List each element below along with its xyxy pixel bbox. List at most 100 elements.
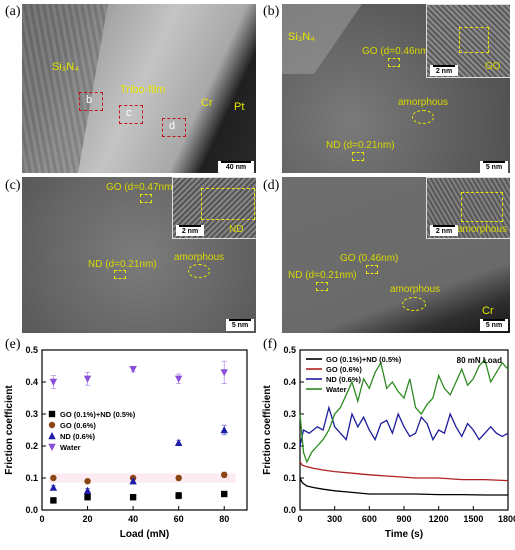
- si3n4-region: [22, 4, 108, 173]
- region-d-box: [162, 118, 186, 137]
- y-tick-label: 0.0: [283, 505, 296, 515]
- panel-c-hrtem-image: GO (d=0.47nm) ND (d=0.21nm) amorphous ND…: [22, 177, 256, 333]
- x-tick-label: 20: [83, 514, 93, 524]
- y-tick-label: 0.1: [283, 473, 296, 483]
- panel-b-hrtem-image: Si₃N₄ GO (d=0.46nm) amorphous ND (d=0.21…: [282, 4, 510, 173]
- data-point: [84, 478, 91, 485]
- a-tribofilm-label: Tribo-film: [120, 84, 166, 96]
- a-pt-label: Pt: [234, 101, 245, 113]
- y-axis-label: Friction coefficient: [262, 385, 273, 475]
- d-amorphous-ellipse: [402, 297, 426, 311]
- y-tick-label: 0.3: [25, 409, 38, 419]
- a-scale-bar: 40 nm: [218, 161, 254, 173]
- b-go-label: GO (d=0.46nm): [362, 46, 432, 57]
- load-annotation: 80 mN Load: [457, 356, 502, 365]
- x-tick-label: 0: [297, 514, 302, 524]
- x-tick-label: 1200: [429, 514, 449, 524]
- panel-b-label: (b): [263, 4, 280, 19]
- y-tick-label: 0.5: [283, 345, 296, 355]
- legend-label: ND (0.6%): [326, 375, 362, 384]
- data-point: [49, 378, 58, 386]
- legend-label: GO (0.6%): [326, 365, 362, 374]
- d-go-box: [366, 265, 378, 274]
- c-inset-nd-label: ND: [229, 224, 244, 235]
- b-inset-scale: 2 nm: [430, 65, 458, 76]
- x-tick-label: 600: [362, 514, 377, 524]
- data-point: [129, 477, 137, 485]
- x-tick-label: 0: [39, 514, 44, 524]
- x-axis-label: Time (s): [385, 529, 423, 540]
- series-line: [299, 477, 508, 496]
- region-b-label: b: [86, 94, 93, 106]
- friction-vs-load-chart: 0 20 40 60 80 0.0 0.1 0.2 0.3 0.4 0.5 Load (mN) Fric…: [4, 345, 248, 540]
- x-tick-label: 60: [174, 514, 184, 524]
- d-go-label: GO (0.46nm): [340, 253, 399, 264]
- y-tick-label: 0.3: [283, 409, 296, 419]
- data-point: [129, 494, 137, 501]
- c-amorphous-label: amorphous: [174, 252, 225, 263]
- legend-label: Water: [60, 443, 81, 452]
- data-point: [221, 471, 228, 478]
- c-inset-image: ND 2 nm: [172, 177, 256, 239]
- region-c-box: [119, 105, 143, 124]
- panel-a-label: (a): [5, 4, 21, 19]
- y-tick-label: 0.2: [283, 441, 296, 451]
- region-c-label: c: [126, 107, 132, 119]
- data-point: [129, 366, 137, 374]
- data-point: [175, 474, 182, 482]
- d-inset-amorphous-label: amorphous: [457, 224, 508, 235]
- panel-e-label: (e): [5, 337, 21, 352]
- c-amorphous-ellipse: [188, 264, 210, 278]
- x-tick-label: 40: [128, 514, 138, 524]
- a-cr-label: Cr: [201, 97, 213, 109]
- legend-marker: [48, 432, 56, 440]
- data-point: [50, 497, 57, 504]
- b-nd-label: ND (d=0.21nm): [326, 140, 395, 151]
- data-point: [50, 474, 57, 482]
- d-inset-box: [461, 192, 503, 222]
- panel-d-label: (d): [263, 178, 280, 193]
- c-inset-scale: 2 nm: [176, 225, 204, 236]
- panel-d-hrtem-image: GO (0.46nm) ND (d=0.21nm) amorphous Cr a…: [282, 177, 510, 333]
- b-si3n4-label: Si₃N₄: [288, 31, 315, 43]
- data-point: [220, 369, 228, 377]
- data-point: [221, 490, 228, 498]
- x-axis-label: Load (mN): [120, 529, 169, 540]
- legend-marker: [48, 443, 56, 451]
- series-line: [299, 405, 509, 447]
- legend-label: Water: [326, 385, 347, 394]
- d-inset-scale: 2 nm: [430, 225, 458, 236]
- legend-label: GO (0.1%)+ND (0.5%): [60, 410, 136, 419]
- y-tick-label: 0.5: [25, 345, 38, 355]
- d-nd-box: [316, 282, 328, 291]
- plot-frame: [41, 349, 248, 511]
- c-go-box: [140, 194, 152, 203]
- panel-c-label: (c): [5, 178, 21, 193]
- a-si3n4-label: Si₃N₄: [52, 61, 79, 73]
- y-tick-label: 0.4: [283, 377, 296, 387]
- b-scale-bar: 5 nm: [480, 161, 508, 173]
- d-scale-bar: 5 nm: [480, 319, 508, 331]
- d-inset-image: amorphous 2 nm: [426, 177, 510, 239]
- plot-frame: [299, 349, 509, 511]
- x-tick-label: 300: [327, 514, 342, 524]
- y-axis-label: Friction coefficient: [4, 385, 15, 475]
- b-nd-box: [352, 152, 364, 161]
- data-point: [174, 438, 183, 446]
- y-tick-label: 0.2: [25, 441, 38, 451]
- b-amorphous-label: amorphous: [398, 97, 449, 108]
- data-point: [174, 375, 183, 383]
- legend-label: GO (0.6%): [60, 421, 96, 430]
- panel-f-label: (f): [263, 337, 277, 352]
- series-line: [299, 461, 509, 482]
- b-amorphous-ellipse: [412, 110, 434, 124]
- c-scale-bar: 5 nm: [226, 319, 254, 331]
- data-point: [175, 492, 182, 499]
- legend-marker: [48, 410, 56, 418]
- data-point: [83, 375, 92, 383]
- legend-marker: [48, 421, 56, 429]
- b-inset-image: GO 2 nm: [426, 4, 510, 78]
- region-d-label: d: [169, 120, 176, 132]
- c-nd-label: ND (d=0.21nm): [88, 259, 157, 270]
